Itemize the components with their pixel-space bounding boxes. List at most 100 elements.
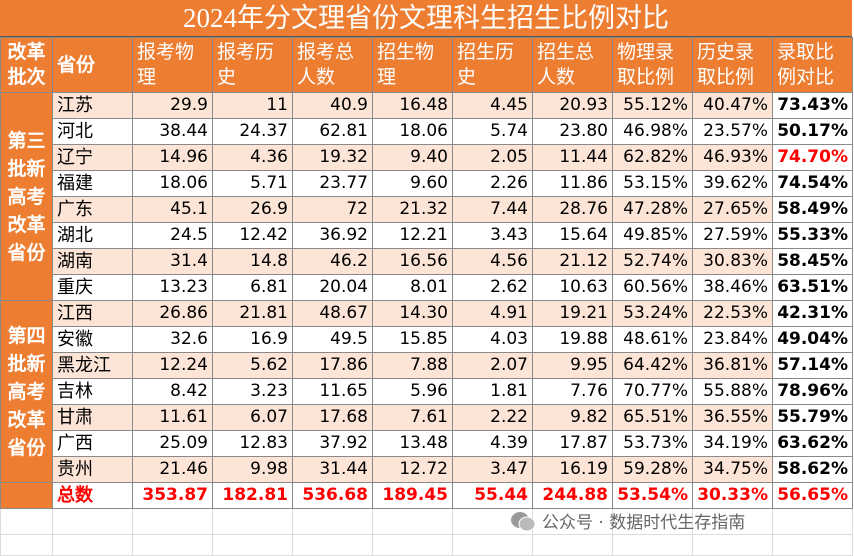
data-row: 黑龙江 12.24 5.62 17.86 7.88 2.07 9.95 64.42% 36.81… [1, 352, 853, 379]
data-row: 安徽 32.6 16.9 49.5 15.85 4.03 19.88 48.61% 23.84%… [1, 326, 853, 353]
value-cell: 12.42 [212, 222, 293, 249]
value-cell: 38.44 [132, 118, 213, 145]
total-value: 353.87 [132, 482, 213, 509]
value-cell: 49.5 [292, 326, 373, 353]
header-cell: 物理录取比例 [612, 37, 693, 93]
value-cell: 62.81 [292, 118, 373, 145]
total-row: 总数 353.87 182.81 536.68 189.45 55.44 244.88 53.… [0, 482, 853, 509]
value-cell: 53.73% [612, 430, 693, 457]
value-cell: 3.43 [452, 222, 533, 249]
value-cell: 23.80 [532, 118, 613, 145]
empty-cell [212, 508, 293, 535]
data-row: 湖北 24.5 12.42 36.92 12.21 3.43 15.64 49.85% 27.5… [1, 222, 853, 249]
header-row: 改革批次 省份 报考物理 报考历史 报考总人数 招生物理 招生历史 招生总人数 物理录取比例… [0, 37, 853, 93]
value-cell: 53.24% [612, 300, 693, 327]
value-cell: 6.81 [212, 274, 293, 301]
value-cell: 5.62 [212, 352, 293, 379]
value-cell: 17.87 [532, 430, 613, 457]
total-value: 182.81 [212, 482, 293, 509]
value-cell: 27.65% [692, 196, 773, 223]
value-cell: 65.51% [612, 404, 693, 431]
value-cell: 58.62% [772, 456, 853, 483]
total-value: 30.33% [692, 482, 773, 509]
header-cell: 招生历史 [452, 37, 533, 93]
empty-cell [772, 508, 853, 535]
value-cell: 73.43% [772, 92, 853, 119]
province-cell: 湖北 [52, 222, 133, 249]
header-cell: 招生物理 [372, 37, 453, 93]
empty-cell [292, 534, 373, 556]
value-cell: 21.12 [532, 248, 613, 275]
value-cell: 23.77 [292, 170, 373, 197]
watermark: 公众号 · 数据时代生存指南 [510, 508, 745, 533]
empty-cell [532, 534, 613, 556]
value-cell: 55.88% [692, 378, 773, 405]
empty-cell [612, 508, 693, 535]
value-cell: 31.44 [292, 456, 373, 483]
value-cell: 30.83% [692, 248, 773, 275]
value-cell: 9.95 [532, 352, 613, 379]
province-cell: 辽宁 [52, 144, 133, 171]
value-cell: 13.48 [372, 430, 453, 457]
value-cell: 11.65 [292, 378, 373, 405]
value-cell: 23.57% [692, 118, 773, 145]
value-cell: 2.07 [452, 352, 533, 379]
value-cell: 9.60 [372, 170, 453, 197]
value-cell: 28.76 [532, 196, 613, 223]
total-value: 56.65% [772, 482, 853, 509]
value-cell: 60.56% [612, 274, 693, 301]
total-value: 53.54% [612, 482, 693, 509]
data-row: 福建 18.06 5.71 23.77 9.60 2.26 11.86 53.15% 39.62… [1, 170, 853, 197]
data-row: 广东 45.1 26.9 72 21.32 7.44 28.76 47.28% 27.65% 58… [1, 196, 853, 223]
value-cell: 23.84% [692, 326, 773, 353]
value-cell: 4.91 [452, 300, 533, 327]
value-cell: 38.46% [692, 274, 773, 301]
value-cell: 36.55% [692, 404, 773, 431]
value-cell: 42.31% [772, 300, 853, 327]
value-cell: 4.36 [212, 144, 293, 171]
value-cell: 45.1 [132, 196, 213, 223]
value-cell: 3.23 [212, 378, 293, 405]
value-cell: 55.12% [612, 92, 693, 119]
value-cell: 13.23 [132, 274, 213, 301]
value-cell: 11.44 [532, 144, 613, 171]
empty-cell [372, 534, 453, 556]
value-cell: 63.51% [772, 274, 853, 301]
empty-cell [292, 508, 373, 535]
value-cell: 16.48 [372, 92, 453, 119]
total-label: 总数 [52, 482, 133, 509]
value-cell: 9.98 [212, 456, 293, 483]
value-cell: 4.45 [452, 92, 533, 119]
value-cell: 46.98% [612, 118, 693, 145]
value-cell: 7.61 [372, 404, 453, 431]
empty-cell [212, 534, 293, 556]
value-cell: 59.28% [612, 456, 693, 483]
province-cell: 吉林 [52, 378, 133, 405]
value-cell: 22.53% [692, 300, 773, 327]
data-row: 广西 25.09 12.83 37.92 13.48 4.39 17.87 53.73% 34.… [1, 430, 853, 457]
value-cell: 48.67 [292, 300, 373, 327]
value-cell: 72 [292, 196, 373, 223]
value-cell: 11 [212, 92, 293, 119]
value-cell: 63.62% [772, 430, 853, 457]
empty-cell [0, 534, 53, 556]
empty-cell [132, 534, 213, 556]
value-cell: 62.82% [612, 144, 693, 171]
data-row: 甘肃 11.61 6.07 17.68 7.61 2.22 9.82 65.51% 36.55%… [1, 404, 853, 431]
value-cell: 53.15% [612, 170, 693, 197]
province-cell: 甘肃 [52, 404, 133, 431]
data-row: 吉林 8.42 3.23 11.65 5.96 1.81 7.76 70.77% 55.88% 7… [1, 378, 853, 405]
value-cell: 46.93% [692, 144, 773, 171]
value-cell: 5.74 [452, 118, 533, 145]
value-cell: 50.17% [772, 118, 853, 145]
value-cell: 20.93 [532, 92, 613, 119]
value-cell: 1.81 [452, 378, 533, 405]
data-row: 湖南 31.4 14.8 46.2 16.56 4.56 21.12 52.74% 30.83%… [1, 248, 853, 275]
value-cell: 36.81% [692, 352, 773, 379]
value-cell: 8.01 [372, 274, 453, 301]
value-cell: 4.39 [452, 430, 533, 457]
total-value: 189.45 [372, 482, 453, 509]
empty-row [0, 534, 853, 556]
value-cell: 2.22 [452, 404, 533, 431]
